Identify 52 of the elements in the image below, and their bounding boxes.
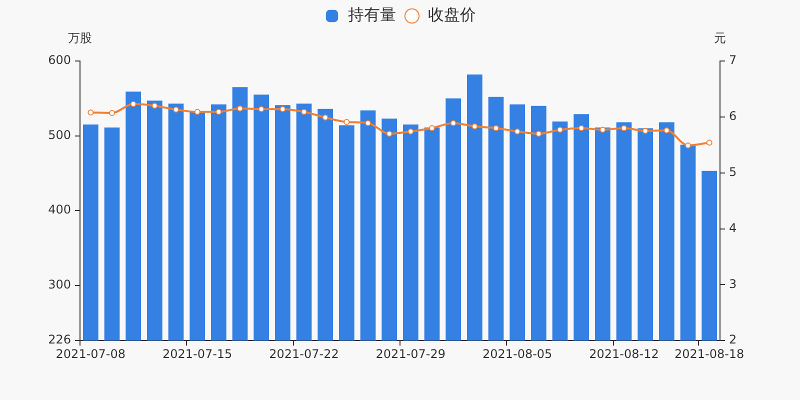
point	[301, 108, 307, 115]
point	[216, 108, 222, 115]
point	[365, 120, 371, 126]
y2-tick-label: 6	[729, 109, 737, 124]
y2-axis-title: 元	[714, 31, 726, 46]
point	[386, 130, 392, 137]
point	[152, 102, 158, 109]
y2-tick-label: 5	[729, 164, 737, 179]
point	[258, 106, 264, 112]
y-tick-label: 300	[48, 277, 71, 292]
point	[706, 140, 712, 146]
point	[88, 109, 94, 116]
point	[408, 128, 414, 134]
y2-tick-label: 3	[729, 276, 737, 291]
x-tick-label: 2021-07-29	[376, 346, 446, 361]
point	[664, 127, 670, 134]
point	[472, 123, 478, 130]
point	[514, 128, 520, 134]
point	[621, 125, 627, 132]
y2-tick-label: 2	[729, 332, 737, 347]
point	[493, 125, 499, 132]
y-tick-label: 500	[48, 128, 71, 142]
point	[450, 120, 456, 126]
point	[578, 125, 584, 132]
point	[280, 106, 286, 112]
y-axis-title: 万股	[68, 31, 92, 46]
point	[130, 101, 136, 108]
y-tick-label: 600	[48, 53, 71, 68]
point	[536, 130, 542, 137]
x-tick-label: 2021-08-05	[482, 346, 552, 361]
x-tick-label: 2021-08-18	[674, 346, 744, 361]
legend-label: 收盘价	[428, 5, 476, 24]
point	[194, 108, 200, 115]
x-tick-label: 2021-08-12	[589, 346, 659, 361]
x-tick-label: 2021-07-22	[269, 346, 339, 361]
point	[344, 118, 350, 125]
point	[322, 114, 328, 120]
point	[600, 126, 606, 133]
y2-tick-label: 7	[729, 53, 737, 68]
legend-label: 持有量	[348, 5, 396, 24]
y2-tick-label: 4	[729, 220, 737, 235]
x-tick-label: 2021-07-08	[56, 346, 126, 361]
point	[109, 110, 115, 116]
point	[429, 125, 435, 132]
point	[237, 106, 243, 112]
point	[557, 126, 563, 133]
point	[173, 106, 179, 113]
y-tick-label: 226	[48, 332, 71, 347]
point	[642, 128, 648, 134]
y-tick-label: 400	[48, 202, 71, 217]
point	[685, 142, 691, 148]
x-tick-label: 2021-07-15	[162, 346, 232, 361]
